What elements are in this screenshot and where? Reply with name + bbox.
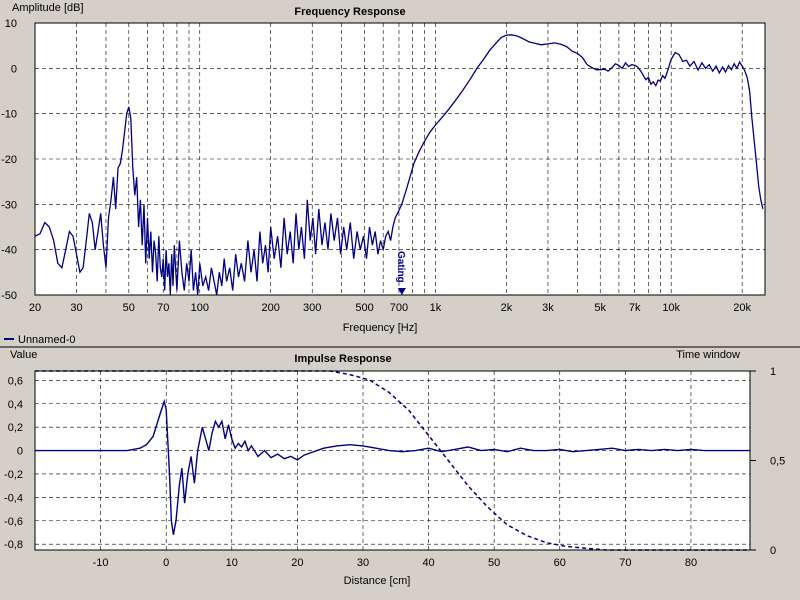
fr-grid: [34, 22, 765, 296]
ir-x-tick-label: 80: [685, 557, 697, 569]
ir-y-axis-label: Value: [10, 349, 37, 361]
fr-x-tick-label: 10k: [662, 302, 680, 314]
fr-y-tick-label: -40: [1, 245, 17, 257]
ir-x-tick-label: 30: [357, 557, 369, 569]
fr-x-tick-label: 20k: [733, 302, 751, 314]
impulse-response-panel: 0,60,40,20-0,2-0,4-0,6-0,8-10 0 10 20 30 40 50…: [4, 349, 785, 587]
fr-y-tick-label: -50: [1, 290, 17, 302]
ir-x-tick-label: 60: [554, 557, 566, 569]
fr-y-axis-label: Amplitude [dB]: [12, 2, 84, 14]
fr-x-tick-label: 200: [262, 302, 280, 314]
ir-x-tick-label: 10: [226, 557, 238, 569]
fr-x-tick-label: 3k: [542, 302, 554, 314]
ir-y-tick-label: 0,2: [8, 422, 23, 434]
ir-y-tick-label: -0,4: [4, 492, 23, 504]
fr-title: Frequency Response: [294, 6, 405, 18]
ir-y-tick-label: -0,6: [4, 516, 23, 528]
fr-series: [34, 34, 764, 296]
ir-y-tick-label: 0,4: [8, 399, 23, 411]
fr-x-tick-label: 1k: [430, 302, 442, 314]
gating-marker[interactable]: Gating: [395, 251, 406, 295]
ir-x-tick-label: -10: [93, 557, 109, 569]
legend[interactable]: Unnamed-0: [4, 334, 75, 346]
legend-label: Unnamed-0: [18, 334, 75, 346]
ir-title: Impulse Response: [294, 353, 391, 365]
fr-x-tick-label: 50: [123, 302, 135, 314]
ir-x-axis-label: Distance [cm]: [344, 575, 411, 587]
fr-x-axis-label: Frequency [Hz]: [343, 322, 418, 334]
fr-x-tick-label: 500: [355, 302, 373, 314]
fr-x-tick-label: 70: [157, 302, 169, 314]
fr-y-tick-label: 0: [11, 63, 17, 75]
fr-y-tick-label: -20: [1, 154, 17, 166]
ir-x-tick-label: 20: [291, 557, 303, 569]
gating-marker-label: Gating: [395, 251, 406, 283]
ir-y-tick-label: 0,6: [8, 375, 23, 387]
fr-series-line: [34, 34, 764, 296]
fr-y-tick-label: -10: [1, 109, 17, 121]
fr-x-tick-label: 30: [70, 302, 82, 314]
fr-y-tick-label: 10: [5, 18, 17, 30]
ir-y2-axis-label: Time window: [676, 349, 740, 361]
ir-tick-labels: 0,60,40,20-0,2-0,4-0,6-0,8-10 0 10 20 30 40 50…: [4, 366, 785, 569]
ir-y2-tick-label: 1: [770, 366, 776, 378]
ir-y-tick-label: -0,2: [4, 469, 23, 481]
gating-marker-arrow: [397, 288, 406, 295]
ir-series-line: [35, 398, 750, 535]
ir-y2-tick-label: 0,5: [770, 456, 785, 468]
fr-x-tick-label: 100: [191, 302, 209, 314]
fr-x-tick-label: 20: [29, 302, 41, 314]
ir-x-tick-label: 40: [422, 557, 434, 569]
ir-y2-tick-label: 0: [770, 545, 776, 557]
fr-x-tick-label: 2k: [501, 302, 513, 314]
fr-x-tick-label: 700: [390, 302, 408, 314]
ir-x-tick-label: 70: [619, 557, 631, 569]
fr-x-tick-label: 5k: [594, 302, 606, 314]
ir-x-tick-label: 0: [163, 557, 169, 569]
ir-plot-area[interactable]: [35, 371, 750, 550]
fr-plot-frame: [34, 22, 766, 296]
fr-x-tick-label: 7k: [629, 302, 641, 314]
ir-x-tick-label: 50: [488, 557, 500, 569]
ir-series: [35, 370, 750, 551]
fr-y-tick-label: -30: [1, 199, 17, 211]
fr-x-tick-label: 300: [303, 302, 321, 314]
ir-y-tick-label: 0: [17, 446, 23, 458]
ir-y-tick-label: -0,8: [4, 539, 23, 551]
